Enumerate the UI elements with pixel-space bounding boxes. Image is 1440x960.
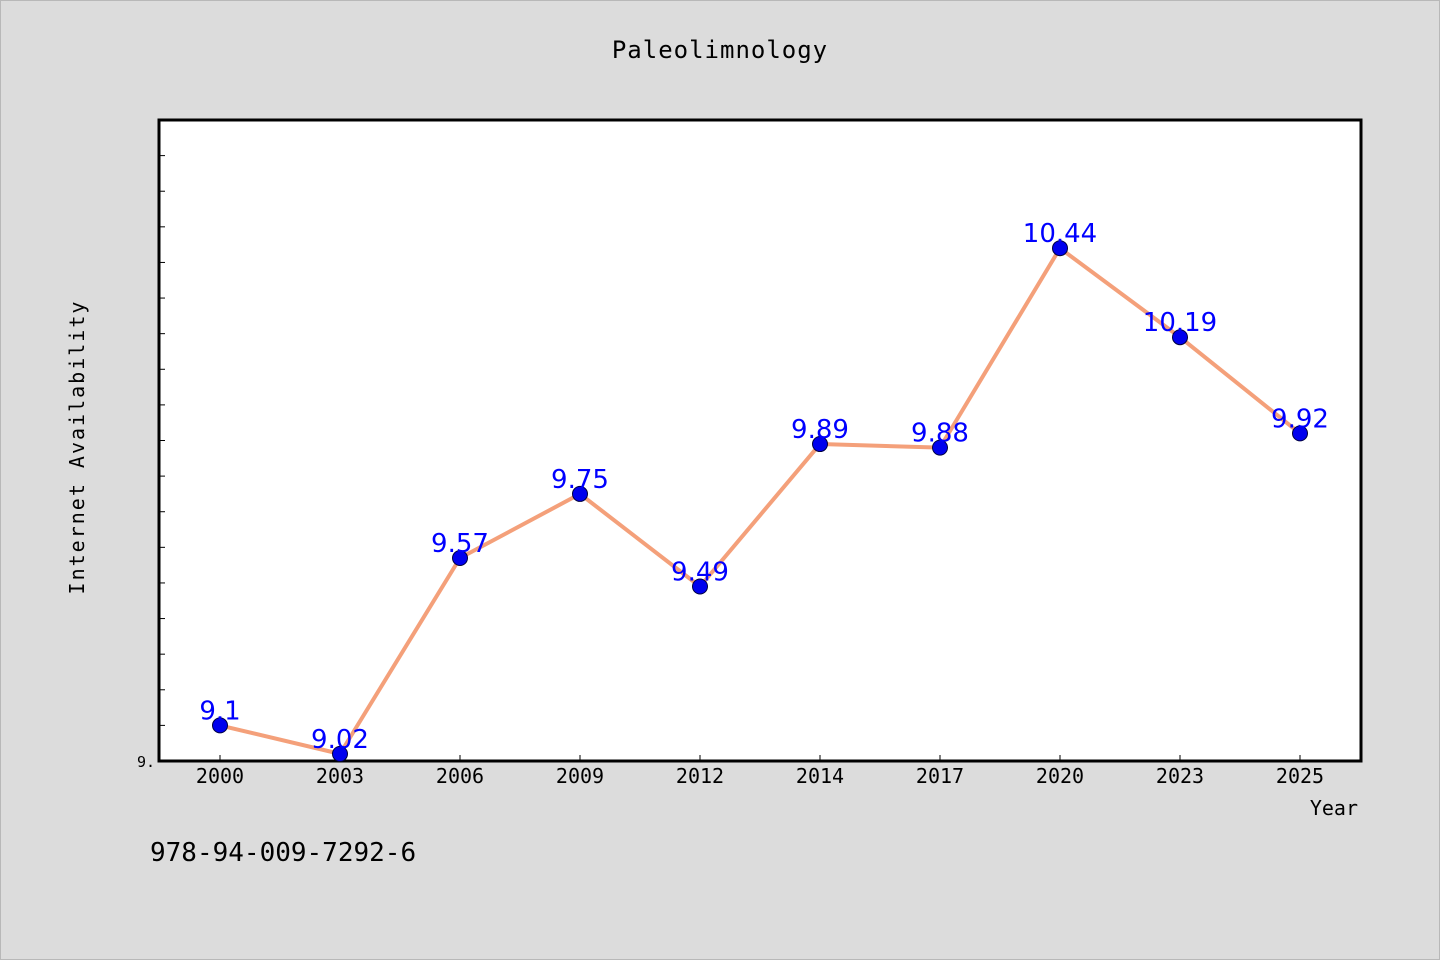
data-label: 9.75	[551, 465, 609, 495]
y-ticks: 9.	[137, 155, 165, 771]
data-label: 9.49	[671, 558, 729, 588]
data-label: 9.57	[431, 529, 489, 559]
x-tick-label: 2017	[916, 764, 964, 788]
x-tick-label: 2025	[1276, 764, 1324, 788]
x-tick-label: 2014	[796, 764, 844, 788]
x-tick-label: 2006	[436, 764, 484, 788]
data-point	[812, 436, 828, 453]
plot-area	[157, 118, 1363, 763]
x-tick-label: 2009	[556, 764, 604, 788]
x-tick-label: 2000	[196, 764, 244, 788]
data-label: 9.88	[911, 419, 969, 449]
data-label: 9.89	[791, 415, 849, 445]
data-point	[332, 745, 348, 762]
chart-title: Paleolimnology	[611, 36, 829, 64]
data-point	[572, 485, 588, 502]
x-tick-label: 2012	[676, 764, 724, 788]
series-line	[219, 246, 1302, 756]
y-tick-label: 9.	[137, 753, 155, 771]
data-label: 10.19	[1143, 308, 1217, 338]
data-point	[1292, 425, 1308, 442]
x-tick-label: 2003	[316, 764, 364, 788]
data-point	[1172, 329, 1188, 346]
data-point	[452, 550, 468, 567]
data-label: 9.92	[1271, 404, 1329, 434]
data-label: 10.44	[1023, 219, 1097, 249]
data-labels: 9.1 9.02 9.57 9.75 9.49 9.89 9.88 10.44 10.19 9.9…	[199, 219, 1329, 755]
data-point	[932, 439, 948, 456]
footer-code: 978-94-009-7292-6	[150, 838, 417, 868]
x-axis-label: Year	[1309, 796, 1358, 820]
data-label: 9.02	[311, 725, 369, 755]
x-ticks: 2000 2003 2006 2009 2012 2014 2017 2020 2023 2025	[196, 755, 1324, 788]
data-label: 9.1	[199, 696, 240, 726]
markers	[212, 240, 1308, 762]
x-tick-label: 2023	[1156, 764, 1204, 788]
data-point	[212, 717, 228, 734]
data-point	[1052, 240, 1068, 257]
x-tick-label: 2020	[1036, 764, 1084, 788]
data-point	[692, 578, 708, 595]
